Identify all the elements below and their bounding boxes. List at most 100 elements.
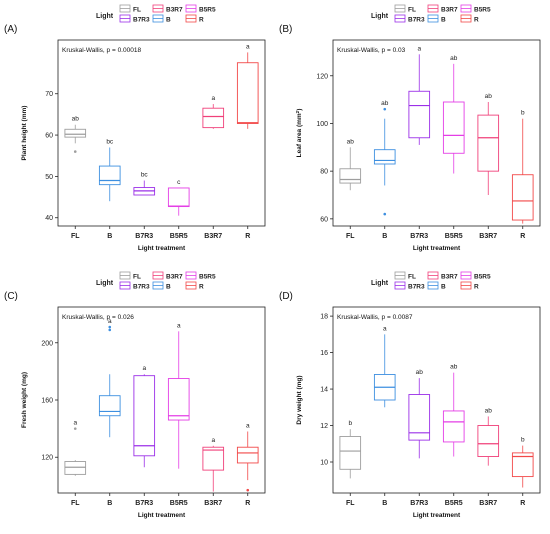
- x-tick-label-fl: FL: [71, 233, 80, 240]
- y-axis-label: Plant height (mm): [21, 106, 28, 161]
- significance-letter-b: bc: [106, 138, 114, 145]
- y-axis-label-text: Leaf area (mm: [296, 113, 303, 157]
- x-tick-label-r: R: [245, 500, 250, 507]
- y-tick-label: 60: [45, 133, 53, 140]
- significance-letter-b3r7: a: [211, 437, 215, 444]
- x-tick-label-b5r5: B5R5: [445, 500, 463, 507]
- box-b5r5: [442, 410, 465, 443]
- significance-letter-fl: ab: [72, 116, 80, 123]
- panel-c: (C) Kruskal-Wallis, p = 0.026 120 160 200 Fre…: [4, 271, 266, 519]
- y-axis-label-text: Fresh weight (mg): [21, 372, 28, 428]
- box-fl: [64, 461, 87, 475]
- y-tick-label: 100: [316, 121, 328, 128]
- outlier-point-r: [246, 488, 250, 492]
- y-tick-label: 40: [45, 215, 53, 222]
- box-b: [373, 149, 396, 165]
- x-tick-label-b: B: [382, 233, 387, 240]
- outlier-point-b: [383, 107, 387, 111]
- box-b7r3: [408, 394, 431, 441]
- panel-d: (D) Kruskal-Wallis, p = 0.0087 10 12 14 16 18 D…: [279, 271, 541, 519]
- kruskal-wallis-annotation: Kruskal-Wallis, p = 0.03: [337, 47, 406, 54]
- y-tick-label: 50: [45, 174, 53, 181]
- significance-letter-r: b: [521, 110, 525, 117]
- box-r: [511, 174, 534, 221]
- y-tick-label: 120: [316, 73, 328, 80]
- significance-letter-fl: ab: [347, 138, 355, 145]
- box-r: [511, 452, 534, 478]
- significance-letter-b7r3: bc: [141, 172, 149, 179]
- x-tick-label-fl: FL: [71, 500, 80, 507]
- legend: Light FL B7R3 B3R7 B B5R5 R: [371, 271, 491, 290]
- legend-key-b: B: [427, 281, 446, 290]
- x-tick-label-r: R: [520, 233, 525, 240]
- x-tick-label-b: B: [107, 500, 112, 507]
- outlier-point-fl: [73, 150, 77, 153]
- y-axis-label-superscript: 2: [295, 110, 300, 113]
- y-axis-label-text: Dry weight (mg): [296, 375, 303, 424]
- y-tick-label: 10: [320, 460, 328, 467]
- x-tick-label-b5r5: B5R5: [170, 233, 188, 240]
- x-tick-label-b7r3: B7R3: [135, 233, 153, 240]
- legend-label-fl: FL: [133, 273, 141, 280]
- box-b5r5: [167, 378, 190, 421]
- significance-letter-fl: b: [348, 420, 352, 427]
- legend-key-b5r5: B5R5: [185, 4, 216, 13]
- y-tick-label: 18: [320, 314, 328, 321]
- box-b3r7: [202, 446, 225, 471]
- significance-letter-b5r5: ab: [450, 364, 458, 371]
- x-tick-label-b7r3: B7R3: [410, 233, 428, 240]
- x-axis-label: Light treatment: [413, 245, 461, 252]
- x-tick-label-b3r7: B3R7: [479, 233, 497, 240]
- legend-key-b7r3: B7R3: [394, 281, 425, 290]
- legend-label-b: B: [166, 283, 171, 290]
- x-tick-label-fl: FL: [346, 500, 355, 507]
- legend-key-b: B: [152, 281, 171, 290]
- panel-label: (C): [4, 291, 18, 302]
- legend-key-r: R: [185, 14, 204, 23]
- x-tick-label-fl: FL: [346, 233, 355, 240]
- significance-letter-b3r7: ab: [485, 93, 493, 100]
- legend-label-b7r3: B7R3: [408, 283, 425, 290]
- legend-key-fl: FL: [119, 4, 141, 13]
- significance-letter-b: a: [383, 325, 387, 332]
- legend-title: Light: [96, 13, 114, 20]
- x-tick-label-r: R: [245, 233, 250, 240]
- legend-label-b: B: [166, 16, 171, 23]
- outlier-point-b: [108, 325, 112, 329]
- legend-key-fl: FL: [119, 271, 141, 280]
- box-r: [236, 62, 259, 124]
- legend-label-fl: FL: [408, 273, 416, 280]
- y-axis-label: Leaf area (mm2): [295, 109, 304, 158]
- outlier-point-b: [108, 328, 112, 332]
- legend-label-fl: FL: [133, 6, 141, 13]
- legend-label-r: R: [474, 283, 479, 290]
- legend-key-b5r5: B5R5: [460, 271, 491, 280]
- x-tick-label-b: B: [382, 500, 387, 507]
- legend-label-b3r7: B3R7: [441, 6, 458, 13]
- y-tick-label: 16: [320, 350, 328, 357]
- significance-letter-b: a: [108, 318, 112, 325]
- box-b5r5: [167, 187, 190, 208]
- box-b: [98, 165, 121, 186]
- legend-label-b7r3: B7R3: [133, 283, 150, 290]
- legend: Light FL B7R3 B3R7 B B5R5 R: [96, 271, 216, 290]
- kruskal-wallis-annotation: Kruskal-Wallis, p = 0.026: [62, 314, 134, 321]
- legend: Light FL B7R3 B3R7 B B5R5 R: [371, 4, 491, 23]
- x-tick-label-b3r7: B3R7: [204, 233, 222, 240]
- y-axis-label: Dry weight (mg): [296, 375, 303, 424]
- legend-key-b5r5: B5R5: [185, 271, 216, 280]
- plot-border: [332, 306, 541, 494]
- x-tick-label-b5r5: B5R5: [445, 233, 463, 240]
- box-b3r7: [477, 114, 500, 172]
- legend-key-r: R: [460, 14, 479, 23]
- legend-label-b3r7: B3R7: [441, 273, 458, 280]
- box-fl: [64, 128, 87, 138]
- legend-label-b5r5: B5R5: [199, 273, 216, 280]
- x-tick-label-b7r3: B7R3: [135, 500, 153, 507]
- legend: Light FL B7R3 B3R7 B B5R5 R: [96, 4, 216, 23]
- kruskal-wallis-annotation: Kruskal-Wallis, p = 0.00018: [62, 47, 141, 54]
- box-fl: [339, 168, 362, 184]
- box-b: [98, 395, 121, 417]
- significance-letter-b7r3: a: [142, 365, 146, 372]
- legend-key-b7r3: B7R3: [394, 14, 425, 23]
